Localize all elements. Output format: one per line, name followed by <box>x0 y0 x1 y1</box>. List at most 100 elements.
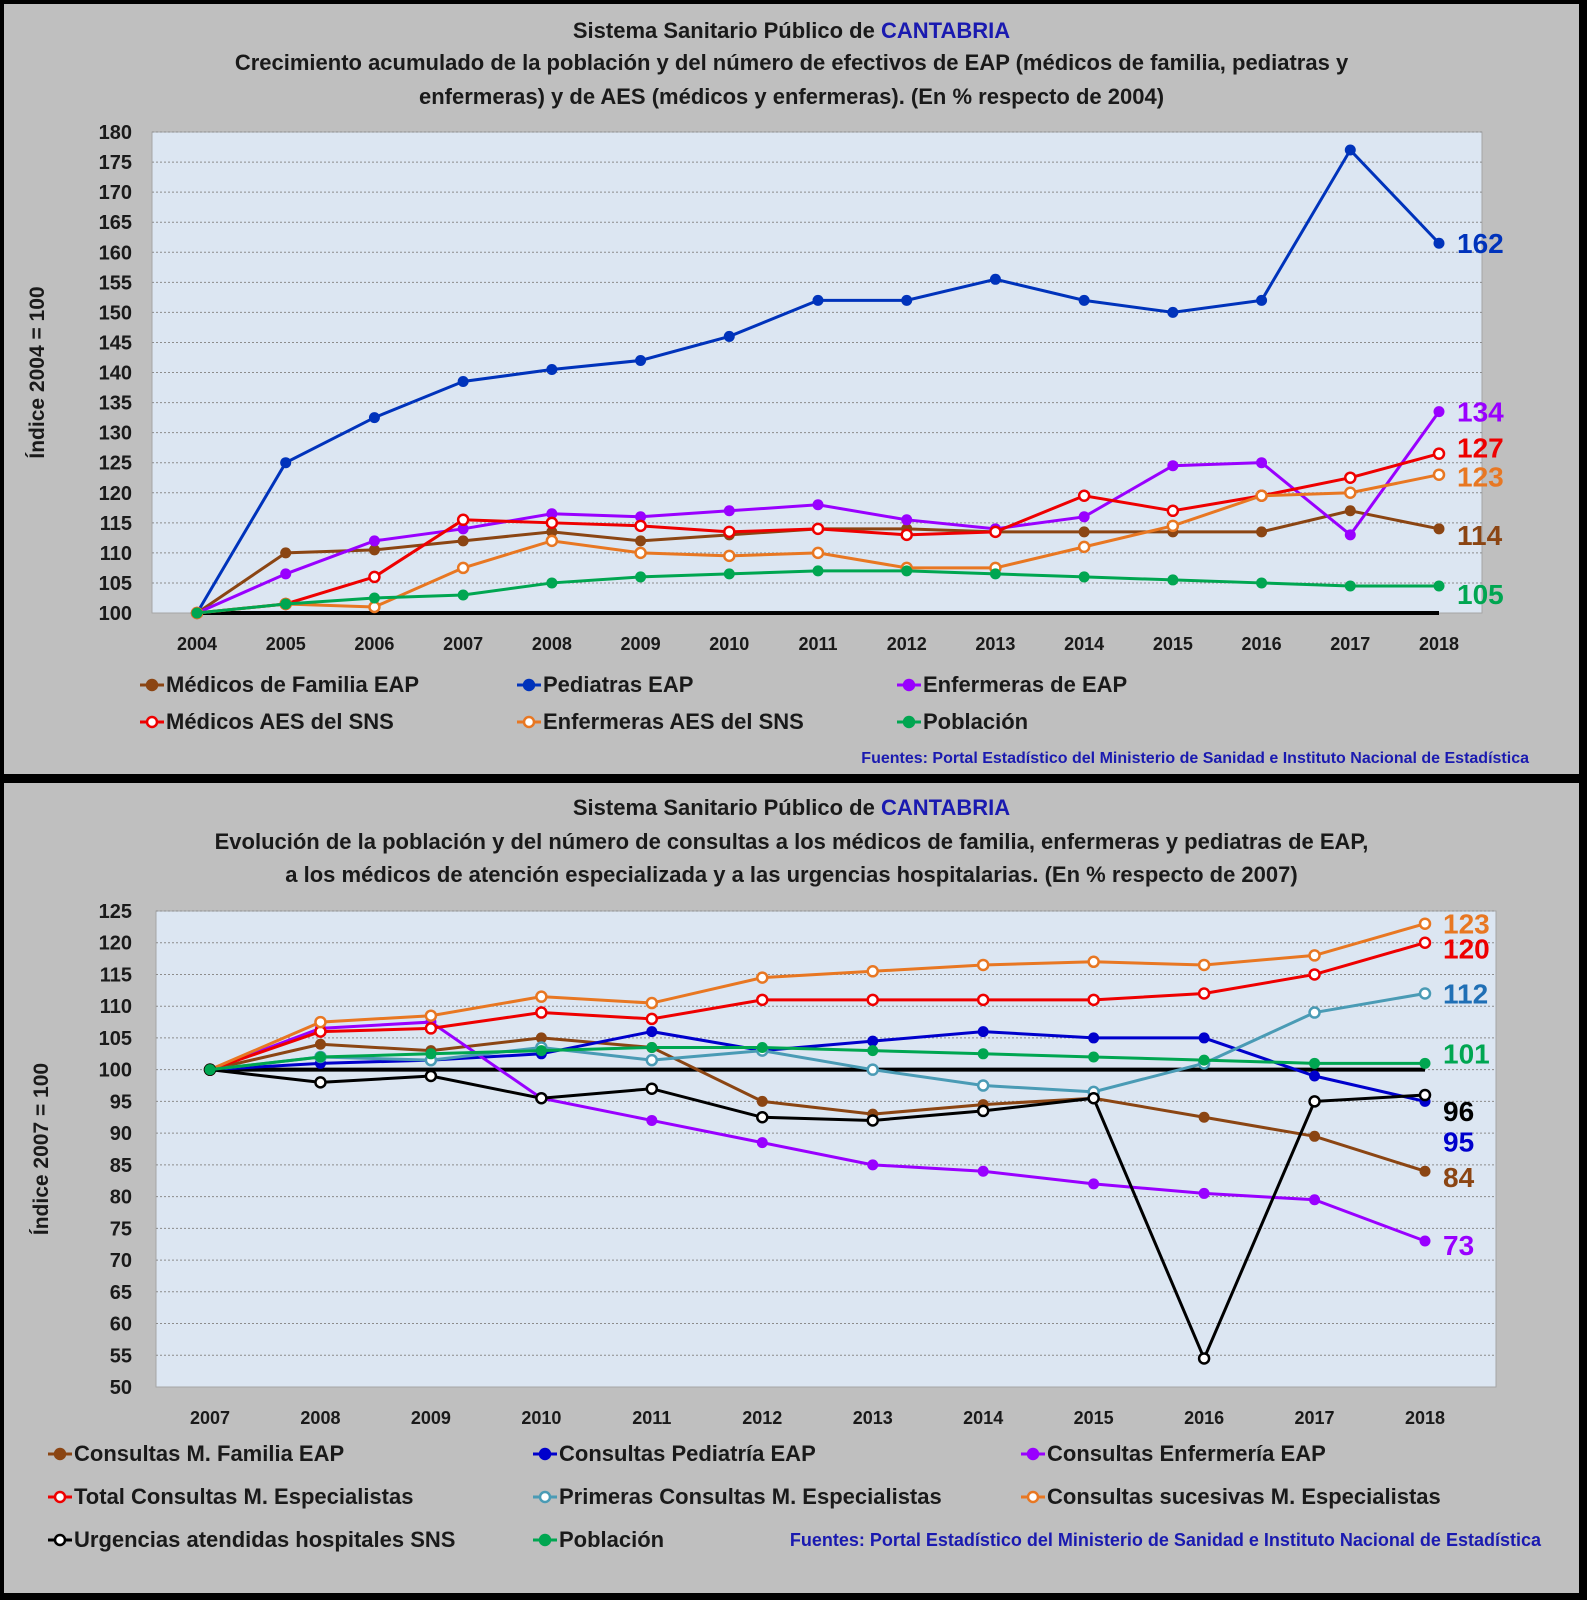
data-point <box>424 1069 438 1083</box>
data-point <box>1418 936 1432 949</box>
legend-label: Consultas sucesivas M. Especialistas <box>1047 1484 1441 1509</box>
data-point <box>634 519 647 533</box>
data-point <box>723 549 736 563</box>
y-tick-label: 105 <box>99 573 132 595</box>
legend-label: Consultas M. Familia EAP <box>74 1441 345 1466</box>
data-point <box>901 514 913 526</box>
data-point <box>645 1082 659 1095</box>
plot-area <box>155 910 1497 1388</box>
data-point <box>646 1041 658 1053</box>
data-point <box>535 990 548 1003</box>
data-point <box>867 1159 879 1171</box>
legend-item: Urgencias atendidas hospitales SNS <box>48 1527 455 1553</box>
end-value-label: 127 <box>1457 433 1504 464</box>
data-point <box>866 1114 879 1127</box>
x-tick-label: 2007 <box>443 634 483 654</box>
y-tick-label: 55 <box>110 1345 132 1367</box>
y-tick-label: 130 <box>99 423 132 445</box>
data-point <box>866 1063 879 1076</box>
data-point <box>1344 529 1356 541</box>
legend-label: Médicos de Familia EAP <box>166 672 420 697</box>
data-point <box>1344 144 1356 156</box>
legend-marker-icon <box>897 715 921 729</box>
data-point <box>1418 1088 1432 1102</box>
chart2-plot: 50 55 60 65 70 75 80 85 90 95 100 105 110 115 120 125 Ín… <box>30 901 1497 1428</box>
data-point <box>1344 505 1356 517</box>
x-tick-label: 2017 <box>1330 634 1370 654</box>
y-tick-label: 110 <box>100 543 132 565</box>
y-tick-label: 60 <box>110 1314 132 1336</box>
data-point <box>723 330 735 342</box>
data-point <box>546 508 558 520</box>
y-tick-label: 50 <box>110 1377 132 1399</box>
data-point <box>1419 1235 1431 1247</box>
data-point <box>1256 577 1268 589</box>
data-point <box>756 1095 768 1107</box>
chart1-title-line3: enfermeras) y de AES (médicos y enfermer… <box>418 84 1165 109</box>
legend-label: Total Consultas M. Especialistas <box>74 1484 414 1509</box>
y-tick-label: 85 <box>110 1155 132 1177</box>
data-point <box>368 600 381 614</box>
data-point <box>1308 949 1321 962</box>
data-point <box>546 363 558 375</box>
legend-marker-icon <box>897 678 921 692</box>
end-value-label: 162 <box>1457 228 1504 259</box>
x-tick-label: 2014 <box>963 1408 1003 1428</box>
chart2-title-line3: a los médicos de atención especializada … <box>285 862 1298 887</box>
y-tick-label: 90 <box>110 1123 132 1145</box>
data-point <box>756 1041 768 1053</box>
data-point <box>1078 294 1090 306</box>
data-point <box>1078 571 1090 583</box>
data-point <box>1433 406 1445 418</box>
data-point <box>977 1026 989 1038</box>
y-tick-label: 170 <box>99 182 132 204</box>
end-value-label: 112 <box>1443 979 1488 1010</box>
data-point <box>535 1032 547 1044</box>
data-point <box>976 1104 990 1118</box>
data-point <box>901 565 913 577</box>
legend-marker-icon <box>533 1447 557 1461</box>
chart1-title-line2: Crecimiento acumulado de la población y … <box>234 50 1349 75</box>
data-point <box>1078 511 1090 523</box>
data-point <box>1197 958 1211 972</box>
end-value-label: 73 <box>1443 1230 1474 1261</box>
chart2-title-line1: Sistema Sanitario Público de CANTABRIA <box>4 795 1579 821</box>
data-point <box>635 571 647 583</box>
data-point <box>1088 1032 1100 1044</box>
x-tick-label: 2011 <box>632 1408 671 1428</box>
series-line <box>209 992 1426 1094</box>
data-point <box>1256 526 1268 538</box>
legend-marker-icon <box>1021 1447 1045 1461</box>
data-point <box>424 1022 438 1035</box>
x-tick-label: 2013 <box>853 1408 893 1428</box>
data-point <box>1344 471 1357 484</box>
x-tick-label: 2004 <box>177 634 217 654</box>
legend-label: Consultas Pediatría EAP <box>559 1441 816 1466</box>
data-point <box>646 1114 658 1126</box>
series-line <box>209 922 1426 1072</box>
data-point <box>646 1026 658 1038</box>
legend-item: Médicos AES del SNS <box>140 709 394 735</box>
y-tick-label: 125 <box>99 901 132 923</box>
series-line <box>209 1020 1426 1243</box>
legend-label: Urgencias atendidas hospitales SNS <box>74 1527 456 1552</box>
data-point <box>1308 968 1321 981</box>
series-7 <box>204 1041 1431 1076</box>
data-point <box>1077 540 1091 554</box>
data-point <box>1308 1095 1321 1108</box>
legend-item: Total Consultas M. Especialistas <box>48 1484 413 1510</box>
x-tick-label: 2017 <box>1295 1408 1335 1428</box>
data-point <box>1088 1051 1100 1063</box>
y-tick-label: 165 <box>99 212 132 234</box>
legend-marker-icon <box>517 678 541 692</box>
data-point <box>756 993 769 1007</box>
x-tick-label: 2015 <box>1074 1408 1114 1428</box>
data-point <box>1433 237 1445 249</box>
chart1-title-line1: Sistema Sanitario Público de CANTABRIA <box>4 18 1579 44</box>
x-tick-label: 2016 <box>1242 634 1282 654</box>
legend-marker-icon <box>517 715 541 729</box>
legend-marker-icon <box>140 715 164 729</box>
y-tick-label: 95 <box>110 1091 132 1113</box>
x-tick-label: 2015 <box>1153 634 1193 654</box>
legend-item: Médicos de Familia EAP <box>140 672 419 698</box>
